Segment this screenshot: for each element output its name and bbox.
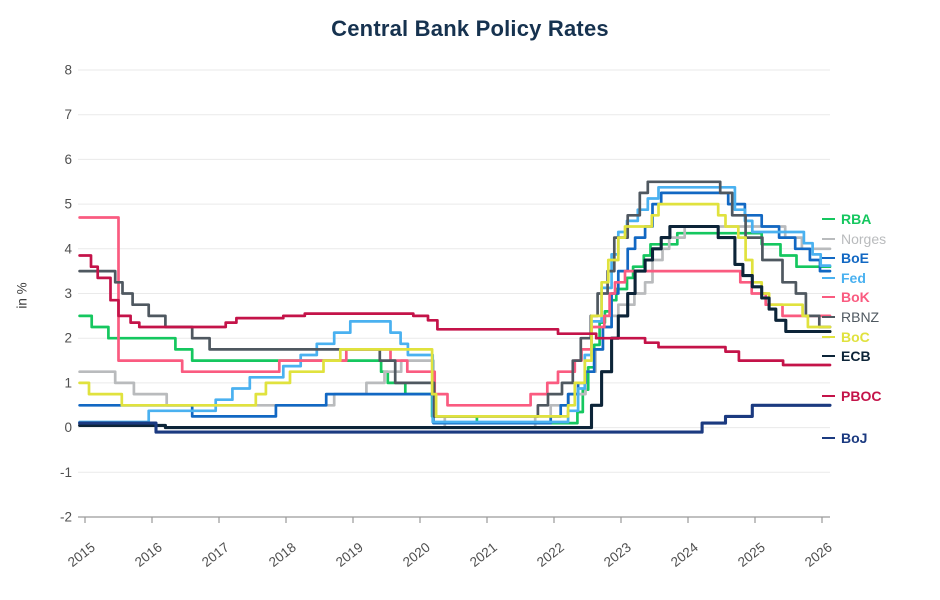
y-tick-label: 3 [64, 286, 72, 301]
series-lines [78, 180, 832, 434]
x-tick-label: 2020 [400, 540, 433, 570]
series-line-BoC [78, 202, 832, 418]
x-tick-label: 2015 [65, 540, 98, 570]
series-line-BoJ [78, 403, 832, 434]
y-tick-label: 7 [64, 107, 72, 122]
x-tick-label: 2021 [467, 540, 500, 570]
y-tick-label: -2 [60, 510, 72, 525]
x-tick-label: 2016 [132, 540, 165, 570]
series-line-BoK [78, 216, 832, 407]
y-tick-label: 5 [64, 197, 72, 212]
series-line-Fed [78, 185, 832, 424]
y-tick-label: 0 [64, 420, 72, 435]
chart-title: Central Bank Policy Rates [331, 16, 609, 41]
x-tick-label: 2024 [668, 539, 701, 570]
x-tick-label: 2026 [802, 540, 835, 570]
x-tick-label: 2017 [199, 540, 232, 570]
y-tick-label: 1 [64, 375, 72, 390]
y-tick-label: 6 [64, 152, 72, 167]
x-tick-label: 2023 [601, 540, 634, 570]
series-line-RBNZ [78, 180, 832, 418]
x-tick-label: 2025 [735, 540, 768, 570]
y-tick-label: 2 [64, 331, 72, 346]
y-tick-labels: 8 7 6 5 4 3 2 1 0 -1 -2 [60, 63, 73, 525]
y-tick-label: 8 [64, 63, 72, 78]
y-tick-label: -1 [60, 465, 72, 480]
series-line-ECB [78, 224, 832, 430]
y-tick-label: 4 [64, 241, 72, 256]
x-tick-labels: 2015 2016 2017 2018 2019 2020 2021 2022 2023 2024… [65, 539, 835, 570]
series-line-PBOC [78, 254, 832, 367]
x-tick-label: 2018 [266, 540, 299, 570]
x-tick-label: 2022 [534, 540, 567, 570]
x-tick-label: 2019 [333, 540, 366, 570]
x-axis [78, 516, 830, 523]
